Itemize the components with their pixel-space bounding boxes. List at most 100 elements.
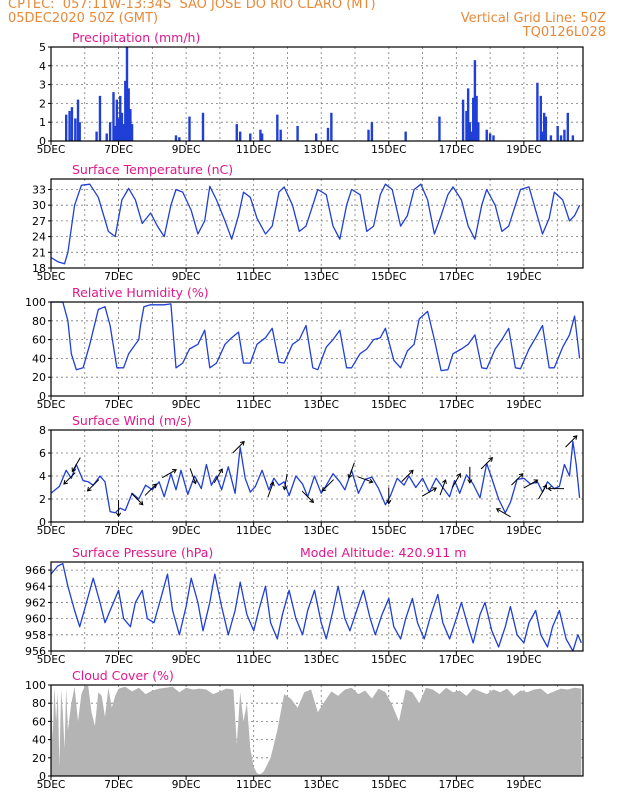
x-tick-label: 5DEC xyxy=(37,144,66,156)
precip-bar xyxy=(485,129,488,141)
y-tick-label: 21 xyxy=(32,246,46,259)
wind-arrow xyxy=(422,487,437,497)
x-tick-label: 9DEC xyxy=(172,399,201,411)
precip-bar xyxy=(488,133,492,141)
precip-bar xyxy=(124,80,127,141)
y-tick-label: 958 xyxy=(25,629,46,642)
series-line xyxy=(50,440,581,514)
precip-bar xyxy=(95,131,98,141)
y-tick-label: 100 xyxy=(25,296,46,309)
wind-arrow xyxy=(87,479,100,492)
panel-title: Surface Wind (m/s) xyxy=(72,413,192,428)
precip-bar xyxy=(68,110,71,141)
precip-bar xyxy=(130,124,134,141)
wind-arrow-head xyxy=(321,486,327,492)
precip-bar xyxy=(563,129,566,141)
wind-arrow-head xyxy=(115,512,122,518)
wind-arrow-head xyxy=(192,479,197,485)
y-tick-label: 60 xyxy=(32,715,46,728)
series-line xyxy=(50,183,581,265)
x-tick-label: 7DEC xyxy=(104,525,133,537)
wind-arrow-head xyxy=(495,508,501,513)
x-tick-label: 11DEC xyxy=(236,144,271,156)
wind-arrow-head xyxy=(172,469,177,474)
precip-bar xyxy=(465,110,468,141)
wind-arrow xyxy=(144,483,157,496)
wind-arrow-head xyxy=(309,498,315,504)
precip-bar xyxy=(188,116,191,141)
x-tick-label: 9DEC xyxy=(172,271,201,283)
precip-bar xyxy=(539,95,542,141)
panel-title: Surface Pressure (hPa) xyxy=(72,545,213,560)
precip-bar xyxy=(536,82,539,141)
panel-subtitle: Model Altitude: 420.911 m xyxy=(300,545,466,560)
x-tick-label: 13DEC xyxy=(304,525,339,537)
x-tick-label: 9DEC xyxy=(172,654,201,666)
precip-bar xyxy=(105,133,108,141)
wind-arrow xyxy=(321,479,334,492)
x-tick-label: 13DEC xyxy=(304,779,339,791)
header-line1: CPTEC: 057:11W-13:34S SAO JOSE DO RIO CL… xyxy=(8,0,376,12)
y-tick-label: 1 xyxy=(39,116,46,129)
precip-bar xyxy=(74,118,77,141)
y-tick-label: 30 xyxy=(32,199,46,212)
wind-arrow xyxy=(511,473,524,486)
x-tick-label: 9DEC xyxy=(172,779,201,791)
precip-bar xyxy=(466,88,470,141)
x-tick-label: 7DEC xyxy=(104,271,133,283)
x-tick-label: 17DEC xyxy=(439,779,474,791)
wind-arrow xyxy=(357,476,373,483)
wind-arrow xyxy=(496,508,511,518)
x-tick-label: 7DEC xyxy=(104,654,133,666)
precip-bar xyxy=(122,124,125,141)
x-tick-label: 11DEC xyxy=(236,271,271,283)
wind-arrow xyxy=(348,462,355,478)
y-tick-label: 4 xyxy=(39,60,46,73)
y-tick-label: 0 xyxy=(39,770,46,783)
precip-bar xyxy=(492,135,495,141)
precip-bar xyxy=(70,107,74,141)
precip-bar xyxy=(260,133,264,141)
precip-bar xyxy=(404,131,407,141)
wind-arrow-head xyxy=(218,468,223,474)
x-tick-label: 7DEC xyxy=(104,144,133,156)
y-tick-label: 2 xyxy=(39,97,46,110)
wind-arrow-head xyxy=(533,479,539,484)
wind-arrow-head xyxy=(518,473,524,478)
y-tick-label: 40 xyxy=(32,352,46,365)
x-tick-label: 17DEC xyxy=(439,525,474,537)
precip-bar xyxy=(296,125,299,141)
wind-arrow xyxy=(213,468,223,484)
y-tick-label: 100 xyxy=(25,679,46,692)
y-tick-label: 27 xyxy=(32,215,46,228)
y-tick-label: 60 xyxy=(32,334,46,347)
y-tick-label: 80 xyxy=(32,697,46,710)
x-tick-label: 19DEC xyxy=(506,271,541,283)
wind-arrow-head xyxy=(368,478,374,484)
x-tick-label: 11DEC xyxy=(236,525,271,537)
precip-bar xyxy=(461,99,465,141)
wind-arrow-head xyxy=(386,499,392,505)
precip-bar xyxy=(367,129,370,141)
wind-arrow-head xyxy=(86,486,92,492)
y-tick-label: 40 xyxy=(32,734,46,747)
wind-arrow xyxy=(162,469,177,479)
x-tick-label: 17DEC xyxy=(439,654,474,666)
y-tick-label: 33 xyxy=(32,183,46,196)
cloud-cover-area xyxy=(51,685,582,776)
wind-arrow xyxy=(71,457,81,472)
x-tick-label: 5DEC xyxy=(37,654,66,666)
wind-arrow xyxy=(451,473,461,488)
precip-bar xyxy=(314,133,318,141)
precip-bar xyxy=(98,95,102,141)
wind-arrow-head xyxy=(269,481,275,487)
panel-frame xyxy=(50,684,584,777)
precip-bar xyxy=(472,97,475,141)
wind-arrow-head xyxy=(542,484,548,490)
x-tick-label: 13DEC xyxy=(304,271,339,283)
precip-bar xyxy=(470,131,473,141)
y-tick-label: 964 xyxy=(25,580,46,593)
precip-bar xyxy=(108,122,112,141)
wind-arrow-head xyxy=(63,479,68,485)
precip-bar xyxy=(113,125,117,141)
